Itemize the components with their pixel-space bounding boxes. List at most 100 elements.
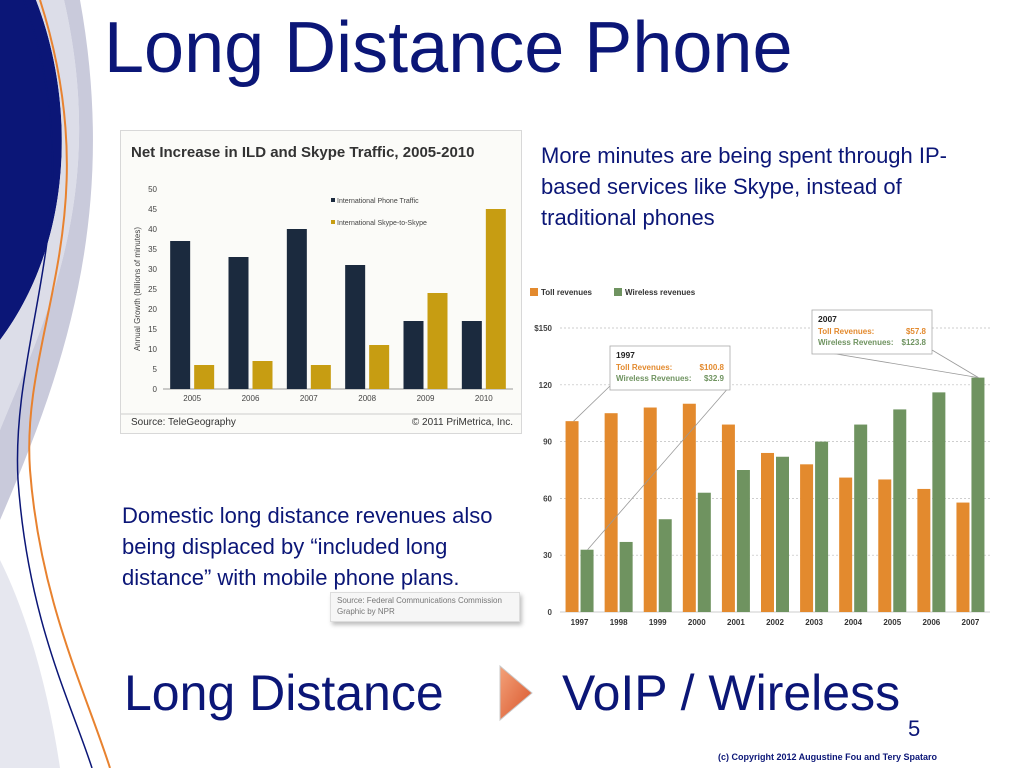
chart1-x-tick-label: 2007 [300,394,318,403]
chart2-bar-wireless [854,424,868,612]
chart1-legend-swatch [331,220,335,224]
caption-graphic: Graphic by NPR [337,607,395,616]
chart1-x-tick-label: 2005 [183,394,201,403]
chart2-x-tick-label: 2005 [883,618,901,627]
chart1-y-tick-label: 50 [148,185,157,194]
chart1-y-axis-label: Annual Growth (billions of minutes) [133,227,142,351]
chart1-bar-phone [170,241,191,389]
slide-title: Long Distance Phone [104,8,793,88]
chart1-bar-phone [461,321,482,389]
chart2-legend-label: Wireless revenues [625,288,696,297]
chart2-y-tick-label: 60 [543,494,552,503]
chart2-x-tick-label: 2001 [727,618,745,627]
chart2-y-tick-label: 90 [543,438,552,447]
chart1-y-tick-label: 40 [148,225,157,234]
chart2-bar-wireless [932,392,946,612]
chart2-bar-toll [839,477,853,612]
chart2-bar-toll [682,403,696,612]
chart1-x-tick-label: 2006 [242,394,260,403]
chart1-y-tick-label: 15 [148,325,157,334]
chart2-annotation-box [811,309,933,355]
chart1-y-tick-label: 35 [148,245,157,254]
chart1-x-tick-label: 2010 [475,394,493,403]
chart1-bar-phone [345,265,366,389]
chart2-x-tick-label: 2002 [766,618,784,627]
chart2-bar-toll [917,488,931,612]
chart2-bar-wireless [815,441,829,612]
chart2-bar-toll [643,407,657,612]
ild-skype-chart-panel: Net Increase in ILD and Skype Traffic, 2… [120,130,522,434]
chart1-legend-label: International Skype-to-Skype [337,220,427,227]
chart2-annotation-leader [931,349,979,378]
chart1-title: Net Increase in ILD and Skype Traffic, 2… [131,144,475,161]
toll-wireless-chart-panel: 0 30 60 90 120 $150 Toll revenues Wireless reve… [522,276,1000,632]
chart2-bar-toll [761,452,774,612]
chart2-bar-wireless [580,549,594,612]
chart2-y-tick-label: 120 [539,381,553,390]
chart2-x-tick-label: 2004 [844,618,862,627]
chart1-y-tick-label: 45 [148,205,157,214]
chart2-bar-toll [721,424,735,612]
chart2-bar-toll [565,421,579,612]
chart2-x-tick-label: 2003 [805,618,823,627]
chart2-annotation-label: Toll Revenues: [818,327,874,336]
chart2-annotation-leader [587,385,731,550]
chart1-y-tick-label: 30 [148,265,157,274]
chart2-y-tick-label: 0 [548,608,553,617]
copyright-text: (c) Copyright 2012 Augustine Fou and Ter… [718,752,938,762]
chart1-y-tick-label: 25 [148,285,157,294]
ild-skype-chart: Net Increase in ILD and Skype Traffic, 2… [121,144,521,428]
chart2-y-tick-label: 30 [543,551,552,560]
chart1-bar-phone [286,229,307,389]
chart2-bar-toll [604,413,618,612]
chart1-legend-label: International Phone Traffic [337,198,419,205]
chart2-x-tick-label: 1998 [610,618,628,627]
chart2-y-tick-label: $150 [534,324,552,333]
chart2-annotation-leader [811,349,979,378]
chart2-bar-wireless [736,470,750,612]
chart1-bar-skype [369,345,390,389]
chart1-source: Source: TeleGeography [131,417,236,428]
chart2-annotation-value: $57.8 [906,327,927,336]
chart1-credit: © 2011 PriMetrica, Inc. [412,417,513,428]
chart1-bar-skype [310,365,331,389]
chart2-annotation-year: 2007 [818,314,837,324]
chart2-legend-swatch [530,288,538,296]
source-caption: Source: Federal Communications Commissio… [330,592,520,622]
chart2-x-tick-label: 2000 [688,618,706,627]
chart2-legend-label: Toll revenues [541,288,593,297]
chart1-y-tick-label: 20 [148,305,157,314]
chart1-x-tick-label: 2009 [417,394,435,403]
chart2-annotation-label: Wireless Revenues: [818,338,894,347]
chart1-x-tick-label: 2008 [358,394,376,403]
chart2-annotation-year: 1997 [616,350,635,360]
chart1-legend-swatch [331,198,335,202]
chart2-annotation-value: $100.8 [700,363,725,372]
toll-wireless-chart: 0 30 60 90 120 $150 Toll revenues Wireless reve… [530,288,990,627]
right-arrow-icon [499,664,533,722]
chart2-x-tick-label: 2006 [922,618,940,627]
chart1-y-tick-label: 5 [153,365,158,374]
chart2-bar-toll [878,479,892,612]
chart2-annotation-value: $32.9 [704,374,725,383]
chart2-annotation-label: Wireless Revenues: [616,374,692,383]
chart2-annotation-label: Toll Revenues: [616,363,672,372]
chart2-bar-wireless [893,409,907,612]
chart1-y-tick-label: 0 [153,385,158,394]
caption-source: Source: Federal Communications Commissio… [337,596,502,605]
note-ip-services: More minutes are being spent through IP-… [541,143,948,230]
chart1-bar-phone [403,321,424,389]
chart2-x-tick-label: 2007 [962,618,980,627]
chart2-bar-wireless [658,519,672,612]
chart2-bar-toll [956,502,970,612]
chart2-annotation-leader [573,385,611,422]
chart2-legend-swatch [614,288,622,296]
chart2-x-tick-label: 1999 [649,618,667,627]
chart2-bar-wireless [619,541,633,612]
chart1-bar-skype [252,361,273,389]
chart2-bar-wireless [971,377,985,612]
chart1-bar-skype [194,365,215,389]
bottom-right-label: VoIP / Wireless [562,665,901,721]
chart2-bar-toll [800,464,814,612]
